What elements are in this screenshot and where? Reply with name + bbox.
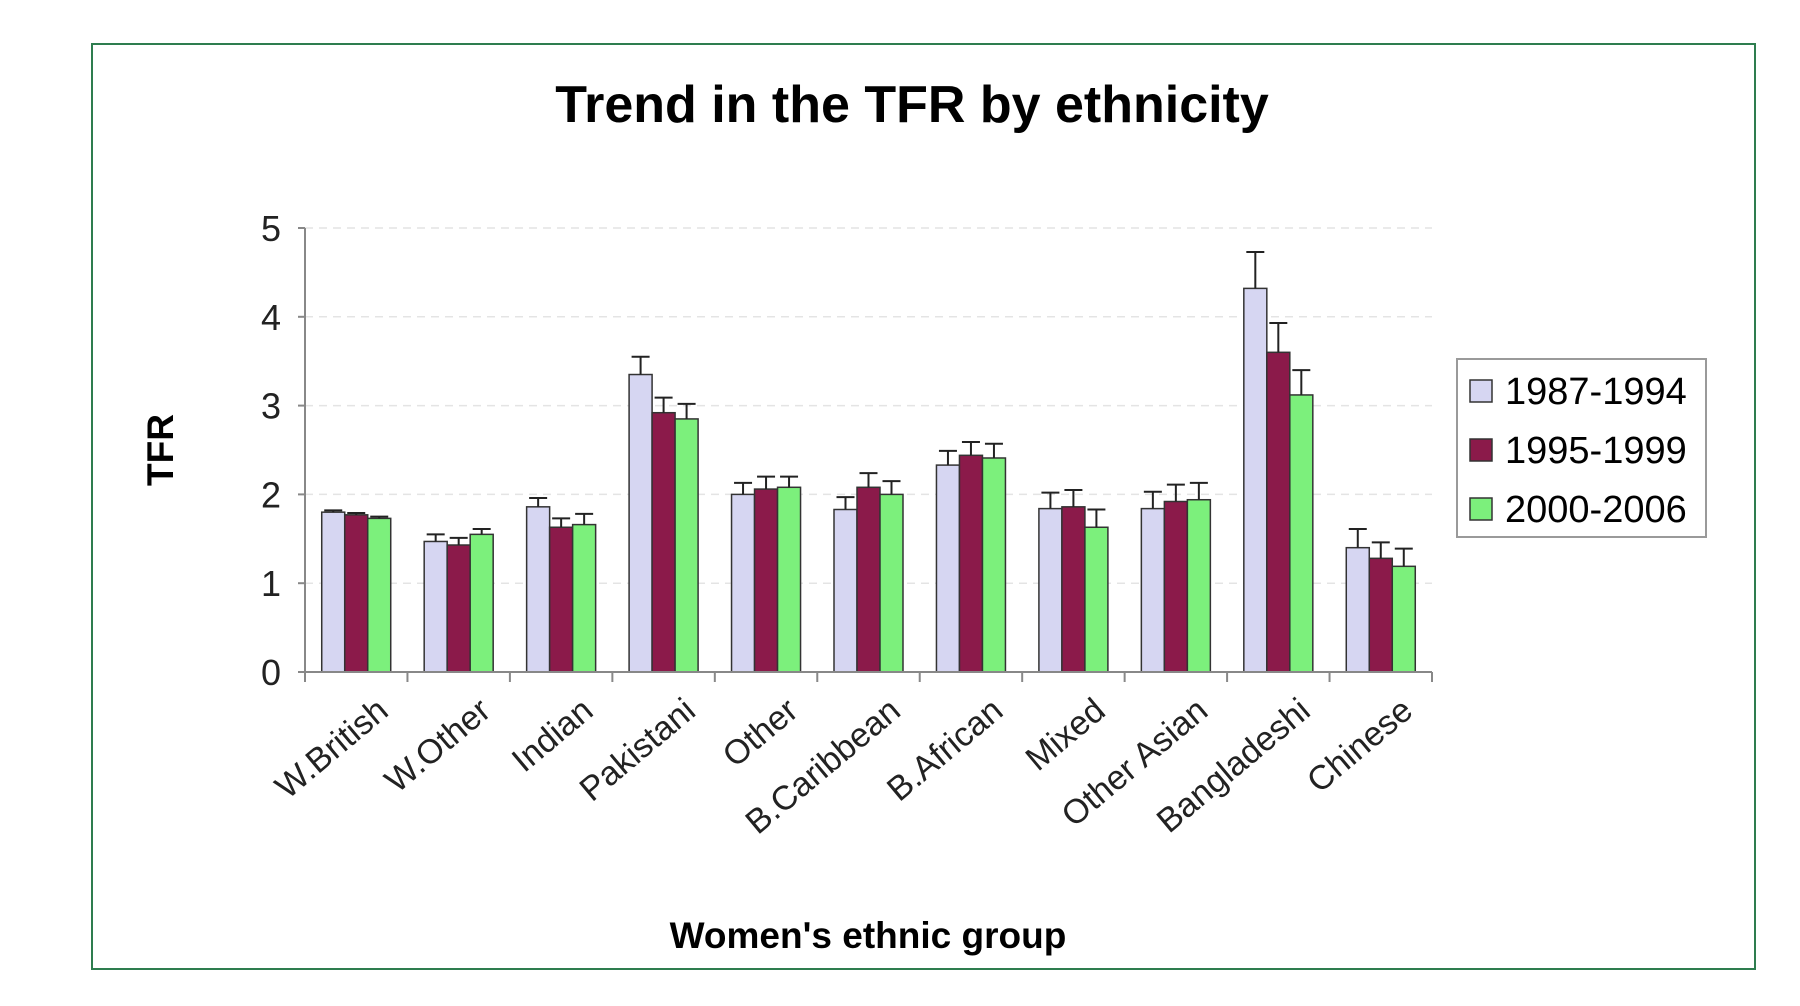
y-tick-label: 4 [261, 297, 281, 338]
x-tick-label: Other [716, 691, 806, 775]
x-tick-label: Chinese [1300, 691, 1420, 800]
legend-box [1456, 358, 1707, 538]
y-tick-label: 1 [261, 563, 281, 604]
bar [981, 457, 1007, 673]
x-axis-label: Women's ethnic group [670, 915, 1067, 956]
bar [446, 544, 471, 673]
bar [1163, 500, 1189, 673]
bar [423, 540, 448, 673]
y-tick-label: 5 [261, 208, 281, 249]
bar [1038, 507, 1063, 673]
bar [1140, 507, 1166, 673]
legend-label: 1995-1999 [1505, 430, 1687, 472]
bar [469, 533, 494, 673]
bar [935, 464, 961, 673]
x-tick-label: Mixed [1019, 691, 1113, 778]
bar [674, 418, 699, 673]
bar [571, 523, 597, 673]
bar [320, 511, 346, 673]
x-tick-label: Pakistani [573, 691, 703, 809]
y-tick-label: 3 [261, 386, 281, 427]
bar [776, 486, 802, 673]
bar [366, 517, 392, 673]
legend-label: 1987-1994 [1505, 371, 1687, 413]
bar [525, 506, 551, 673]
bar [1289, 394, 1314, 673]
bar [856, 486, 881, 673]
axes [298, 227, 1433, 682]
bars [320, 250, 1417, 673]
legend-swatch [1469, 438, 1493, 462]
bar [1061, 506, 1086, 673]
bar [833, 508, 858, 673]
bar [730, 493, 756, 673]
bar [1266, 351, 1291, 673]
bar [1345, 546, 1371, 673]
x-tick-label: W.British [268, 691, 395, 806]
x-tick-label: W.Other [378, 691, 498, 800]
bar [879, 493, 904, 673]
bar [1391, 565, 1417, 673]
bar [958, 454, 984, 673]
bar [548, 526, 574, 673]
bar [1084, 526, 1109, 673]
bar [1186, 498, 1212, 673]
chart-title: Trend in the TFR by ethnicity [555, 76, 1269, 134]
legend-swatch [1469, 379, 1493, 403]
bar [343, 514, 369, 673]
bar [1368, 557, 1394, 673]
x-tick-label: Indian [505, 691, 600, 780]
y-tick-label: 2 [261, 474, 281, 515]
y-tick-label: 0 [261, 652, 281, 693]
legend-label: 2000-2006 [1505, 489, 1687, 531]
legend-swatch [1469, 497, 1493, 521]
bar [1243, 287, 1268, 673]
bar [753, 488, 779, 673]
bar [628, 373, 653, 673]
x-tick-label: B.African [880, 691, 1010, 809]
bar [651, 411, 676, 673]
y-axis-label: TFR [140, 414, 181, 486]
legend: 1987-1994 1995-1999 2000-2006 [1456, 358, 1707, 538]
